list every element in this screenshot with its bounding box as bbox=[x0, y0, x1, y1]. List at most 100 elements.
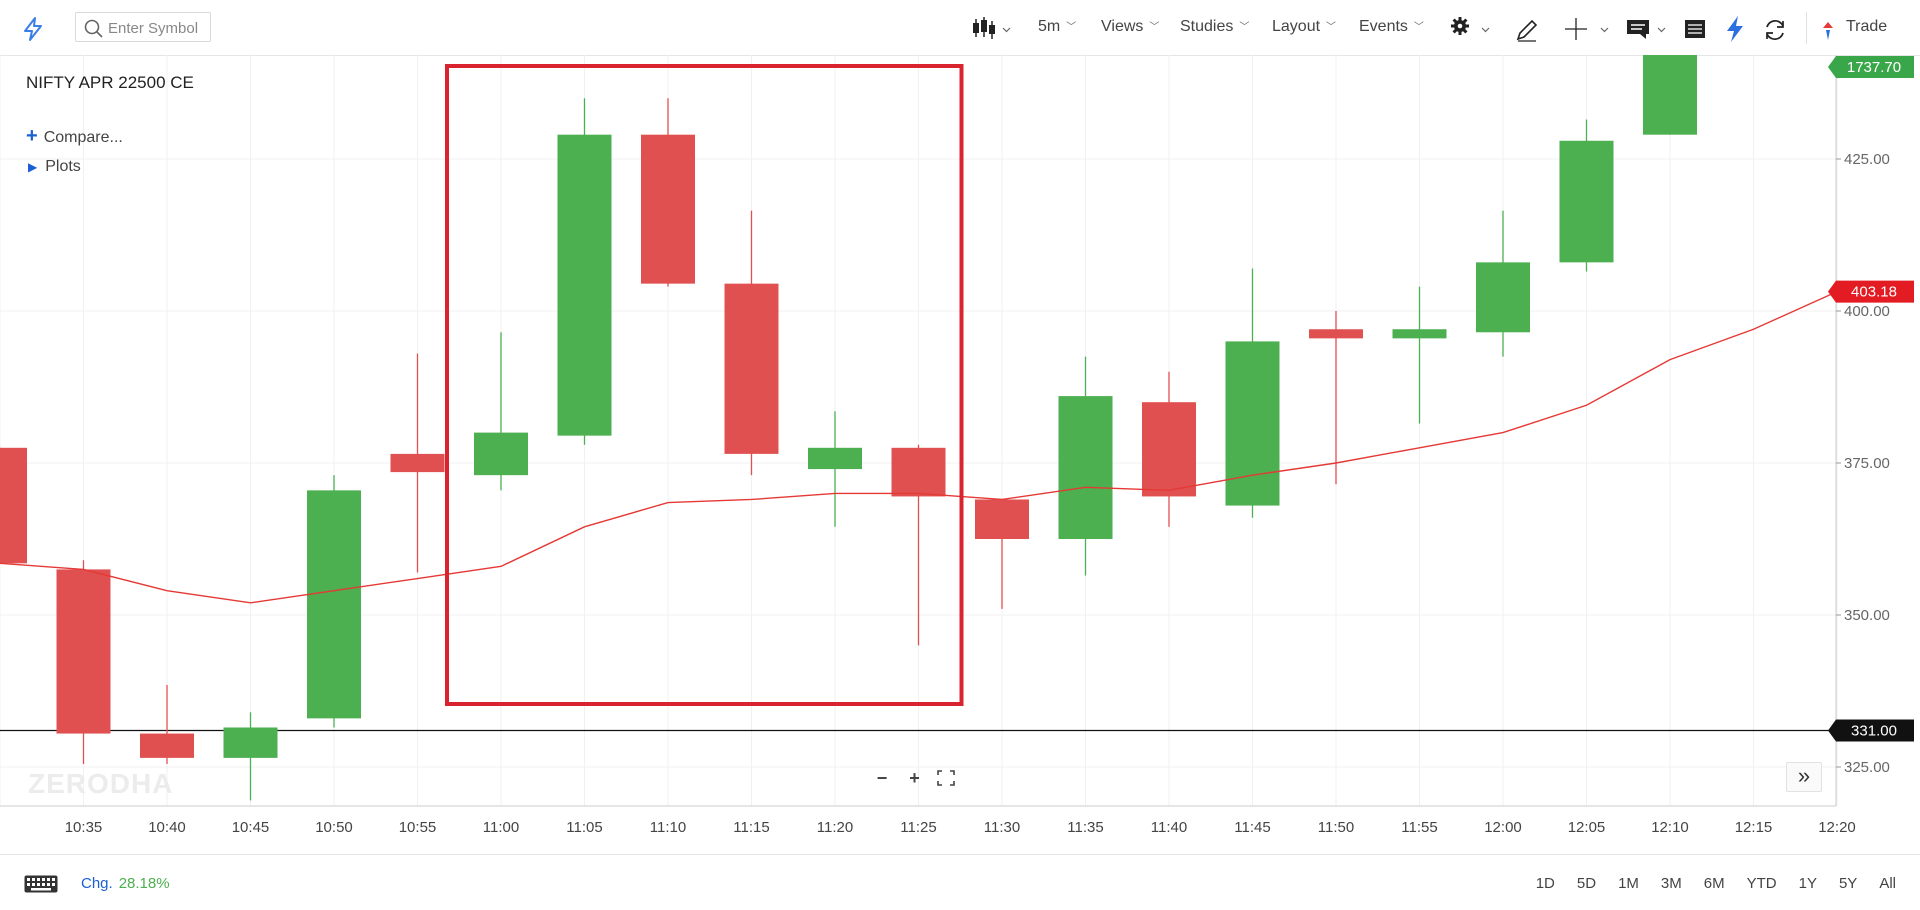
alerts-chat-icon[interactable] bbox=[1626, 18, 1670, 40]
candle-body bbox=[1058, 396, 1113, 539]
candle-body bbox=[557, 134, 612, 436]
bottom-bar: Chg. 28.18% 1D 5D 1M 3M 6M YTD 1Y 5Y All bbox=[0, 854, 1920, 910]
zoom-in-button[interactable]: + bbox=[909, 768, 920, 788]
x-tick-label: 12:00 bbox=[1484, 819, 1522, 836]
y-tick-label: 400.00 bbox=[1844, 303, 1890, 320]
x-tick-label: 11:10 bbox=[650, 819, 686, 836]
x-tick-label: 12:10 bbox=[1651, 819, 1689, 836]
x-tick-label: 11:30 bbox=[984, 819, 1020, 836]
last-price-label: 1737.70 bbox=[1828, 56, 1914, 78]
candle-body bbox=[474, 432, 528, 476]
range-ytd[interactable]: YTD bbox=[1746, 875, 1777, 892]
trade-button[interactable]: Trade bbox=[1846, 18, 1888, 35]
chevron-down-icon: ﹀ bbox=[1066, 22, 1077, 33]
plots-toggle[interactable]: ▶ Plots bbox=[28, 158, 81, 175]
candle-body bbox=[1392, 329, 1447, 339]
events-menu[interactable]: Events ﹀ bbox=[1359, 18, 1424, 35]
interval-menu[interactable]: 5m ﹀ bbox=[1038, 18, 1077, 35]
zoom-out-button[interactable]: − bbox=[876, 768, 888, 788]
x-tick-label: 11:00 bbox=[483, 819, 519, 836]
settings-gear-icon[interactable] bbox=[1450, 16, 1494, 38]
x-tick-label: 10:40 bbox=[148, 819, 186, 836]
x-tick-label: 11:20 bbox=[817, 819, 853, 836]
top-toolbar: 5m﹀ Views﹀ Studies﹀ Layout﹀ Events﹀ Trad… bbox=[0, 0, 1920, 56]
quick-trade-bolt-icon[interactable] bbox=[1725, 15, 1745, 43]
moving-average-price-label: 403.18 bbox=[1828, 280, 1914, 303]
views-menu[interactable]: Views ﹀ bbox=[1101, 18, 1160, 35]
candle-body bbox=[724, 283, 779, 454]
candle-body bbox=[891, 447, 946, 497]
chart-area[interactable]: 325.00 350.00 375.00 400.00 425.00 10:35 10:40… bbox=[0, 55, 1920, 854]
change-value: 28.18% bbox=[118, 875, 170, 892]
crosshair-icon[interactable] bbox=[1565, 18, 1615, 40]
range-1d[interactable]: 1D bbox=[1535, 875, 1555, 892]
range-3m[interactable]: 3M bbox=[1660, 875, 1682, 892]
range-1y[interactable]: 1Y bbox=[1798, 875, 1817, 892]
search-input[interactable] bbox=[106, 17, 210, 39]
y-tick-label: 425.00 bbox=[1844, 151, 1890, 168]
x-tick-label: 10:50 bbox=[315, 819, 353, 836]
x-tick-label: 11:35 bbox=[1067, 819, 1103, 836]
triangle-right-icon: ▶ bbox=[28, 160, 38, 174]
candle-body bbox=[0, 447, 27, 564]
data-table-icon[interactable] bbox=[1684, 18, 1706, 40]
range-1m[interactable]: 1M bbox=[1618, 875, 1639, 892]
x-tick-label: 11:40 bbox=[1151, 819, 1187, 836]
range-5d[interactable]: 5D bbox=[1576, 875, 1597, 892]
x-tick-label: 11:15 bbox=[733, 819, 769, 836]
x-tick-label: 12:05 bbox=[1568, 819, 1606, 836]
candlestick-chart-type-icon[interactable] bbox=[972, 17, 1012, 39]
candle-body bbox=[808, 447, 862, 470]
candle-body bbox=[1476, 262, 1530, 333]
range-6m[interactable]: 6M bbox=[1703, 875, 1725, 892]
candle-body bbox=[1225, 341, 1280, 506]
fullscreen-icon[interactable] bbox=[937, 770, 955, 786]
candle-body bbox=[1643, 55, 1697, 135]
candle-body bbox=[975, 499, 1029, 539]
candle-body bbox=[390, 453, 445, 473]
moving-average-line bbox=[0, 291, 1838, 604]
y-tick-label: 350.00 bbox=[1844, 607, 1890, 624]
chevron-down-icon: ﹀ bbox=[1149, 22, 1160, 33]
search-icon bbox=[84, 19, 103, 38]
y-tick-label: 375.00 bbox=[1844, 455, 1890, 472]
x-tick-label: 10:55 bbox=[399, 819, 437, 836]
draw-pencil-icon[interactable] bbox=[1515, 18, 1539, 42]
chevron-down-icon: ﹀ bbox=[1413, 22, 1424, 33]
chevron-down-icon: ﹀ bbox=[1239, 22, 1250, 33]
keyboard-icon[interactable] bbox=[24, 875, 58, 893]
x-tick-label: 11:25 bbox=[900, 819, 936, 836]
scroll-to-latest-button[interactable]: » bbox=[1786, 762, 1822, 792]
instrument-name: NIFTY APR 22500 CE bbox=[26, 73, 194, 92]
layout-menu[interactable]: Layout ﹀ bbox=[1272, 18, 1337, 35]
symbol-search[interactable] bbox=[75, 12, 211, 42]
x-tick-label: 11:55 bbox=[1401, 819, 1437, 836]
studies-menu[interactable]: Studies ﹀ bbox=[1180, 18, 1250, 35]
svg-text:1737.70: 1737.70 bbox=[1847, 59, 1901, 76]
compare-button[interactable]: + Compare... bbox=[26, 125, 123, 147]
plus-icon: + bbox=[26, 125, 38, 147]
change-indicator: Chg. 28.18% bbox=[81, 875, 170, 892]
highlight-box bbox=[445, 64, 964, 706]
x-tick-label: 12:20 bbox=[1818, 819, 1856, 836]
range-5y[interactable]: 5Y bbox=[1838, 875, 1858, 892]
price-chart[interactable]: 325.00 350.00 375.00 400.00 425.00 10:35 10:40… bbox=[0, 55, 1920, 854]
candle-body bbox=[223, 727, 278, 758]
x-tick-label: 12:15 bbox=[1735, 819, 1773, 836]
horizontal-line-price-label: 331.00 bbox=[1828, 719, 1914, 742]
candle-body bbox=[307, 490, 361, 719]
range-all[interactable]: All bbox=[1879, 875, 1896, 892]
x-tick-label: 11:50 bbox=[1318, 819, 1354, 836]
svg-text:331.00: 331.00 bbox=[1851, 723, 1897, 740]
y-tick-label: 325.00 bbox=[1844, 759, 1890, 776]
chevron-down-icon: ﹀ bbox=[1326, 22, 1337, 33]
candle-body bbox=[140, 733, 194, 758]
range-selector: 1D 5D 1M 3M 6M YTD 1Y 5Y All bbox=[1514, 875, 1896, 892]
candle-body bbox=[1559, 140, 1614, 263]
refresh-icon[interactable] bbox=[1763, 18, 1787, 42]
candle-body bbox=[1309, 329, 1363, 339]
candle-body bbox=[56, 569, 111, 734]
lightning-logo-icon[interactable] bbox=[20, 16, 46, 42]
x-tick-label: 11:05 bbox=[566, 819, 602, 836]
toolbar-divider bbox=[1806, 12, 1807, 44]
